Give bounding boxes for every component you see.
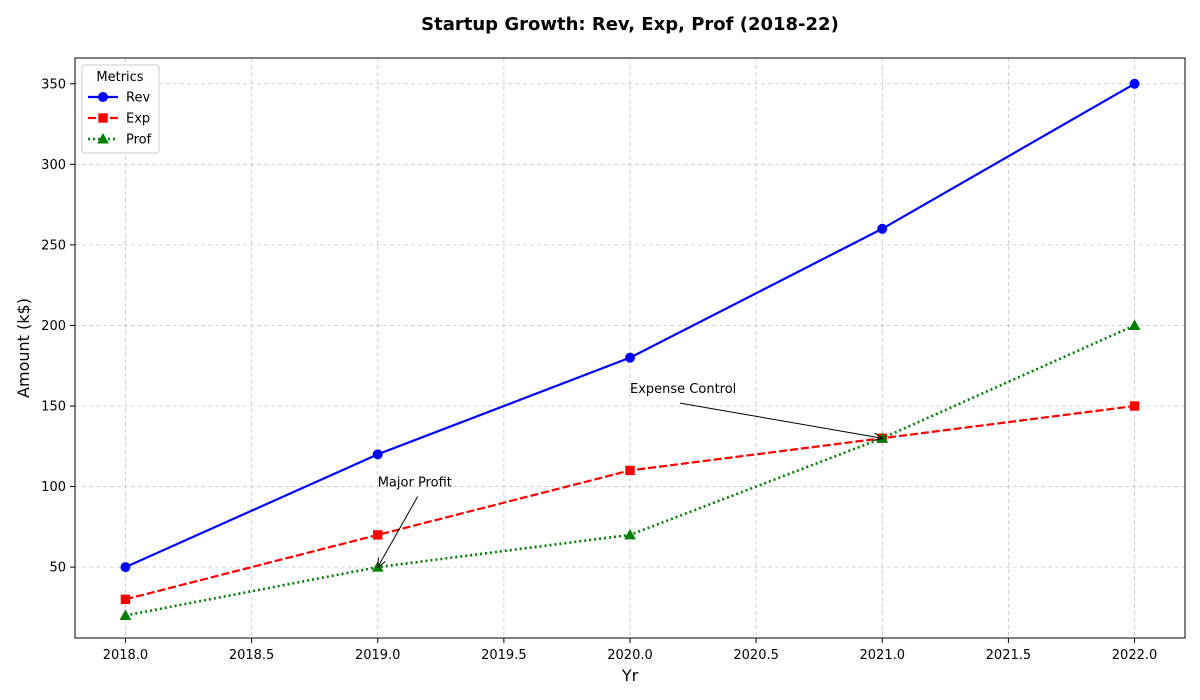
annotations: Major Profit Expense Control bbox=[378, 382, 883, 567]
axis-ticks: 2018.0 2018.5 2019.0 2019.5 2020.0 2020.5 2021… bbox=[41, 77, 1157, 663]
legend-item-rev: Rev bbox=[88, 91, 150, 106]
chart-title: Startup Growth: Rev, Exp, Prof (2018-22) bbox=[421, 14, 839, 35]
y-tick-label: 50 bbox=[49, 561, 66, 576]
legend-label: Prof bbox=[126, 133, 152, 148]
annotation-text: Major Profit bbox=[378, 476, 452, 491]
legend-label: Rev bbox=[126, 91, 150, 106]
data-point-exp bbox=[1129, 401, 1140, 411]
annotation: Major Profit bbox=[378, 476, 452, 568]
y-tick-label: 300 bbox=[41, 158, 66, 173]
x-axis-title: Yr bbox=[621, 666, 639, 685]
data-point-rev bbox=[120, 562, 131, 573]
data-point-rev bbox=[372, 449, 383, 460]
legend-label: Exp bbox=[126, 112, 150, 127]
data-point-prof bbox=[119, 609, 132, 620]
grid bbox=[75, 58, 1185, 638]
data-point-rev bbox=[877, 223, 888, 234]
series-layer bbox=[119, 78, 1141, 620]
x-tick-label: 2018.5 bbox=[229, 648, 275, 663]
legend-swatch-marker bbox=[98, 92, 108, 102]
annotation-arrow bbox=[378, 496, 419, 568]
y-tick-label: 200 bbox=[41, 319, 66, 334]
x-tick-label: 2019.5 bbox=[481, 648, 527, 663]
data-point-exp bbox=[625, 465, 635, 476]
legend-box bbox=[81, 64, 160, 154]
legend-item-exp: Exp bbox=[88, 112, 150, 127]
data-point-rev bbox=[1129, 78, 1140, 89]
x-tick-label: 2018.0 bbox=[103, 648, 149, 663]
legend-swatch-marker bbox=[98, 113, 108, 123]
data-point-exp bbox=[120, 594, 131, 605]
data-point-exp bbox=[373, 530, 383, 540]
y-tick-label: 250 bbox=[41, 238, 66, 253]
data-point-rev bbox=[625, 352, 635, 363]
x-tick-label: 2021.0 bbox=[860, 648, 906, 663]
legend-item-prof: Prof bbox=[88, 133, 152, 148]
x-tick-label: 2019.0 bbox=[355, 648, 401, 663]
x-tick-label: 2021.5 bbox=[986, 648, 1032, 663]
data-point-prof bbox=[624, 528, 636, 540]
y-axis-title: Amount (k$) bbox=[14, 298, 33, 398]
y-tick-label: 350 bbox=[41, 77, 66, 92]
annotation: Expense Control bbox=[630, 382, 882, 438]
legend: Metrics Rev Exp Prof bbox=[81, 64, 160, 154]
legend-swatch-marker bbox=[97, 132, 109, 144]
annotation-text: Expense Control bbox=[630, 382, 736, 397]
x-tick-label: 2022.0 bbox=[1112, 648, 1158, 663]
y-tick-label: 150 bbox=[41, 400, 66, 415]
annotation-arrow bbox=[679, 402, 882, 438]
x-tick-label: 2020.0 bbox=[607, 648, 653, 663]
series-rev bbox=[120, 78, 1140, 573]
y-tick-label: 100 bbox=[41, 480, 66, 495]
legend-title: Metrics bbox=[96, 70, 143, 85]
data-point-prof bbox=[1128, 319, 1141, 330]
x-tick-label: 2020.5 bbox=[733, 648, 779, 663]
legend-items: Rev Exp Prof bbox=[88, 91, 152, 148]
